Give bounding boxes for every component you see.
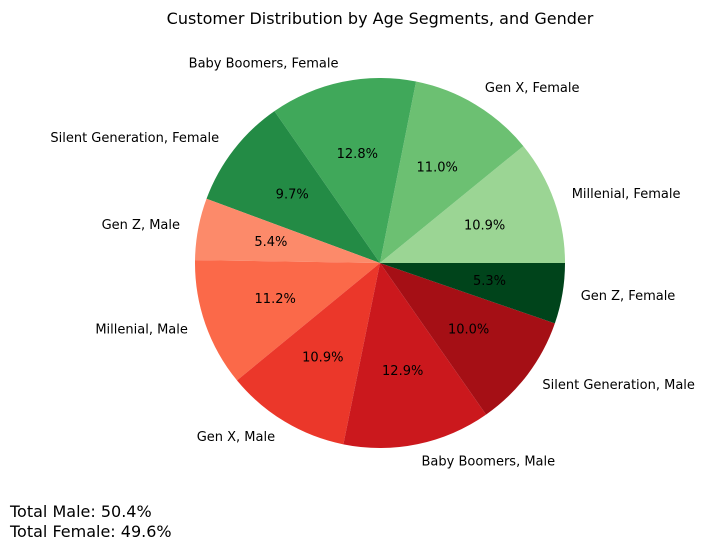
slice-gen-x-female (380, 81, 524, 263)
slice-gen-z-male (195, 198, 380, 263)
category-label-millenial-male: Millenial, Male (95, 323, 188, 338)
percent-label-baby-boomers-male: 12.9% (382, 364, 423, 379)
totals-annotation: Total Male: 50.4% Total Female: 49.6% (10, 502, 172, 542)
total-male-text: Total Male: 50.4% (10, 502, 152, 521)
category-label-gen-x-male: Gen X, Male (197, 430, 275, 445)
chart-title: Customer Distribution by Age Segments, a… (167, 9, 594, 28)
category-label-gen-z-male: Gen Z, Male (102, 218, 180, 233)
pie-slices (194, 78, 565, 449)
pie-percent-labels: 10.9% 11.0% 12.8% 9.7% 5.4% 11.2% 10.9% 12.9% 10… (254, 147, 506, 379)
percent-label-gen-z-male: 5.4% (254, 235, 287, 250)
slice-gen-x-male (237, 263, 380, 445)
slice-millenial-female (380, 146, 565, 263)
category-label-gen-x-female: Gen X, Female (485, 81, 580, 96)
percent-label-gen-z-female: 5.3% (473, 274, 506, 289)
category-label-silent-generation-female: Silent Generation, Female (50, 131, 219, 146)
category-label-millenial-female: Millenial, Female (572, 187, 681, 202)
percent-label-silent-generation-female: 9.7% (276, 188, 309, 203)
category-label-baby-boomers-female: Baby Boomers, Female (189, 56, 339, 71)
percent-label-millenial-female: 10.9% (464, 218, 505, 233)
category-label-baby-boomers-male: Baby Boomers, Male (422, 455, 556, 470)
slice-silent-generation-female (206, 111, 380, 263)
category-label-gen-z-female: Gen Z, Female (581, 289, 676, 304)
percent-label-millenial-male: 11.2% (255, 292, 296, 307)
percent-label-silent-generation-male: 10.0% (448, 322, 489, 337)
slice-baby-boomers-female (274, 78, 417, 264)
percent-label-baby-boomers-female: 12.8% (337, 147, 378, 162)
slice-silent-generation-male (380, 263, 555, 415)
category-label-silent-generation-male: Silent Generation, Male (542, 378, 695, 393)
slice-millenial-male (194, 260, 380, 381)
total-female-text: Total Female: 49.6% (10, 522, 172, 541)
percent-label-gen-x-female: 11.0% (417, 160, 458, 175)
pie-category-labels: Millenial, Female Gen X, Female Baby Boome… (50, 56, 695, 469)
slice-gen-z-female (380, 263, 565, 324)
slice-baby-boomers-male (343, 263, 487, 449)
percent-label-gen-x-male: 10.9% (302, 351, 343, 366)
